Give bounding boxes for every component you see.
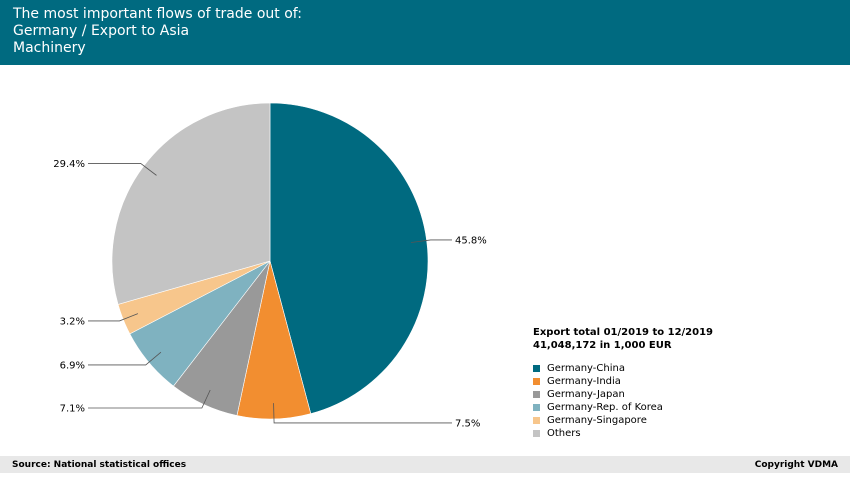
source-note: Source: National statistical offices (12, 459, 187, 470)
data-label-germany-india: 7.5% (455, 418, 480, 429)
legend-item-germany-rep-of-korea: Germany-Rep. of Korea (533, 401, 713, 414)
data-label-germany-china: 45.8% (455, 235, 487, 246)
legend-item-others: Others (533, 427, 713, 440)
legend-swatch (533, 430, 540, 437)
chart-title-line-1: The most important flows of trade out of… (13, 6, 302, 22)
leader-line-germany-china (410, 239, 452, 243)
chart-title-line-3: Machinery (13, 40, 86, 56)
legend-swatch (533, 378, 540, 385)
legend-swatch (533, 417, 540, 424)
data-label-germany-rep-of-korea: 6.9% (60, 360, 85, 371)
legend-item-germany-china: Germany-China (533, 362, 713, 375)
legend-item-germany-japan: Germany-Japan (533, 388, 713, 401)
legend-label: Germany-Japan (547, 389, 625, 400)
legend-swatch (533, 365, 540, 372)
leader-line-others (88, 163, 157, 176)
chart-title-line-2: Germany / Export to Asia (13, 23, 190, 39)
data-label-others: 29.4% (53, 159, 85, 170)
legend-label: Others (547, 428, 581, 439)
legend-label: Germany-Rep. of Korea (547, 402, 663, 413)
data-label-germany-japan: 7.1% (60, 403, 85, 414)
leader-line-germany-singapore (88, 313, 139, 322)
legend-item-germany-india: Germany-India (533, 375, 713, 388)
legend-label: Germany-China (547, 363, 625, 374)
leader-line-germany-rep-of-korea (88, 351, 162, 366)
legend-label: Germany-Singapore (547, 415, 647, 426)
copyright-note: Copyright VDMA (754, 459, 838, 470)
data-label-germany-singapore: 3.2% (60, 316, 85, 327)
legend-title-line-1: Export total 01/2019 to 12/2019 (533, 327, 714, 338)
legend-item-germany-singapore: Germany-Singapore (533, 414, 713, 427)
chart-header: The most important flows of trade out of… (0, 0, 850, 65)
legend-label: Germany-India (547, 376, 621, 387)
leader-line-germany-japan (88, 389, 211, 409)
legend-title-line-2: 41,048,172 in 1,000 EUR (533, 340, 672, 351)
pie-chart: 45.8% 7.5% 7.1% 6.9% 3.2% 29.4% (53, 102, 487, 429)
footer-bar: Source: National statistical offices Cop… (0, 456, 850, 473)
legend-swatch (533, 391, 540, 398)
leader-line-germany-india (273, 403, 452, 424)
legend: Export total 01/2019 to 12/2019 41,048,1… (533, 326, 713, 440)
legend-swatch (533, 404, 540, 411)
legend-list: Germany-China Germany-India Germany-Japan G… (533, 362, 713, 440)
